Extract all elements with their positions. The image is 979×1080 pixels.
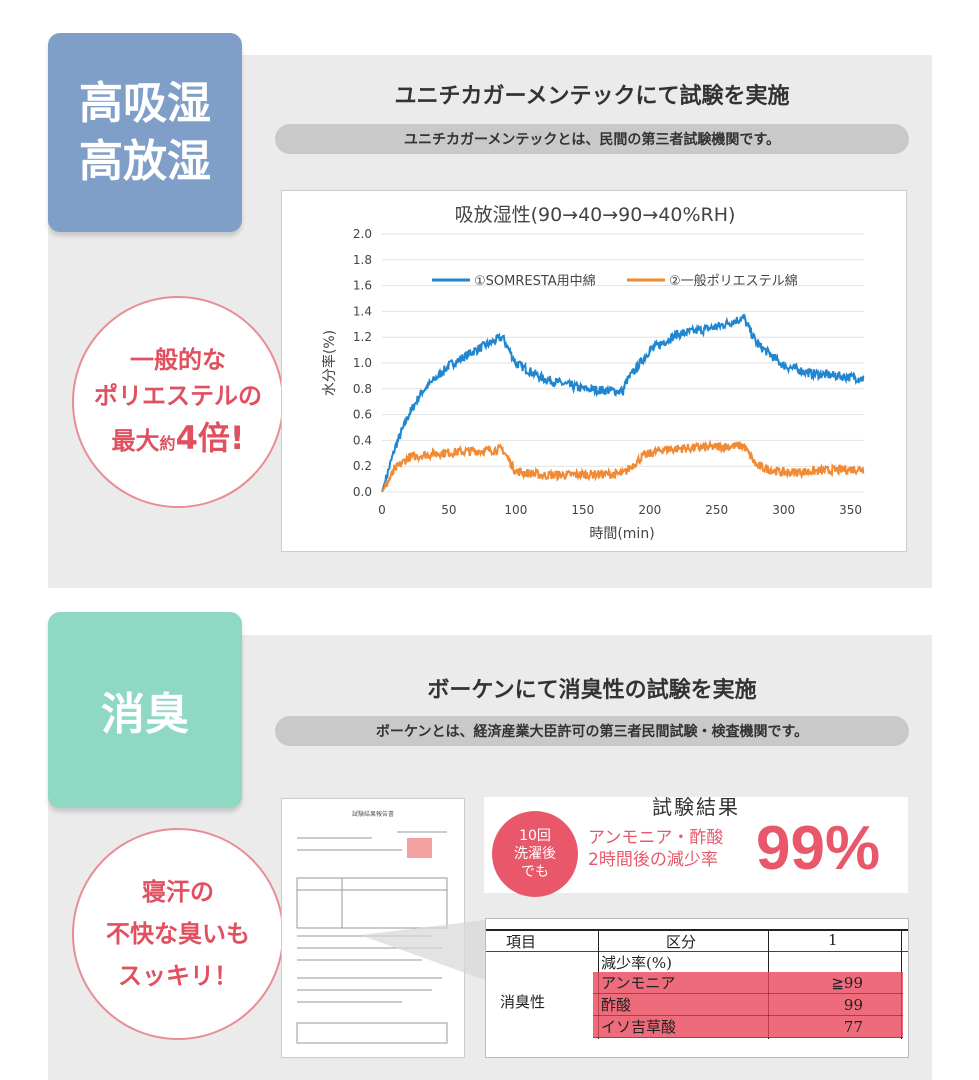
row-value: ≧99 <box>831 974 863 992</box>
section-subheading: ユニチカガーメンテックとは、民間の第三者試験機関です。 <box>275 124 909 154</box>
table-row: アンモニア ≧99 <box>593 972 903 994</box>
row-value: 77 <box>843 1018 863 1036</box>
zoom-connector <box>360 920 485 980</box>
y-tick-label: 1.0 <box>353 356 372 370</box>
x-tick-label: 300 <box>772 503 795 517</box>
doc-title: 試験結果報告書 <box>351 811 394 818</box>
callout-line: ポリエステルの <box>94 382 262 410</box>
y-tick-label: 1.4 <box>353 304 372 318</box>
after-washing-badge: 10回 洗濯後 でも <box>492 811 578 897</box>
y-tick-label: 2.0 <box>353 227 372 241</box>
test-results-box: 試験結果 10回 洗濯後 でも アンモニア・酢酸 2時間後の減少率 99% <box>484 795 908 897</box>
highlight <box>593 972 903 1038</box>
callout-line: 一般的な <box>130 346 226 374</box>
chart-title: 吸放湿性(90→40→90→40%RH) <box>455 204 736 226</box>
badge-line: 高吸湿 <box>79 78 211 130</box>
callout-line: 不快な臭いも <box>106 920 250 948</box>
x-tick-label: 350 <box>839 503 862 517</box>
x-axis-label: 時間(min) <box>589 526 654 542</box>
section-heading: ボーケンにて消臭性の試験を実施 <box>427 678 757 703</box>
callout-line: 寝汗の <box>142 878 214 906</box>
moisture-badge: 高吸湿 高放湿 <box>48 33 242 232</box>
row-label: 酢酸 <box>601 996 632 1014</box>
deodorant-badge: 消臭 <box>48 612 242 808</box>
x-tick-label: 200 <box>638 503 661 517</box>
y-tick-label: 0.6 <box>353 408 372 422</box>
x-tick-label: 150 <box>571 503 594 517</box>
y-tick-label: 1.6 <box>353 279 372 293</box>
subheader: 減少率(%) <box>601 954 672 972</box>
x-tick-label: 250 <box>705 503 728 517</box>
legend-label: ②一般ポリエステル綿 <box>669 273 798 289</box>
y-tick-label: 0.2 <box>353 459 372 473</box>
deodorant-callout: 寝汗の 不快な臭いも スッキリ！ <box>72 828 284 1040</box>
series-line-2 <box>381 439 865 493</box>
series-line-1 <box>381 313 865 493</box>
y-tick-label: 0.8 <box>353 382 372 396</box>
x-tick-label: 50 <box>441 503 456 517</box>
moisture-chart: 0.0 0.2 0.4 0.6 0.8 1.0 1.2 1.4 1.6 1.8 2.0 0 50 100 1… <box>281 190 907 552</box>
callout-line: 最大約4倍! <box>111 419 245 457</box>
col-header: 区分 <box>666 933 697 951</box>
table-row: イソ吉草酸 77 <box>593 1016 903 1038</box>
results-title: 試験結果 <box>652 795 740 819</box>
badge-line: 高放湿 <box>79 135 211 187</box>
row-group-label: 消臭性 <box>500 993 546 1011</box>
col-header: 項目 <box>506 933 537 951</box>
y-axis-label: 水分率(%) <box>321 330 338 396</box>
section-heading: ユニチカガーメンテックにて試験を実施 <box>394 84 790 109</box>
legend-label: ①SOMRESTA用中綿 <box>474 274 596 289</box>
col-header: 1 <box>828 931 838 949</box>
y-tick-label: 0.4 <box>353 433 372 447</box>
callout-line: スッキリ！ <box>118 962 238 990</box>
row-label: アンモニア <box>601 974 676 992</box>
row-value: 99 <box>843 996 863 1014</box>
section-subheading: ボーケンとは、経済産業大臣許可の第三者民間試験・検査機関です。 <box>275 716 909 746</box>
y-tick-label: 0.0 <box>353 485 372 499</box>
reduction-rate-value: 99% <box>756 814 881 883</box>
y-tick-label: 1.8 <box>353 253 372 267</box>
comparison-callout: 一般的な ポリエステルの 最大約4倍! <box>72 296 284 508</box>
chart-svg: 0.0 0.2 0.4 0.6 0.8 1.0 1.2 1.4 1.6 1.8 2.0 0 50 100 1… <box>321 204 865 542</box>
y-tick-label: 1.2 <box>353 330 372 344</box>
row-label: イソ吉草酸 <box>601 1018 677 1036</box>
result-description: アンモニア・酢酸 2時間後の減少率 <box>588 828 724 871</box>
results-table: 項目 区分 1 消臭性 減少率(%) アンモニア ≧99 酢酸 99 イソ吉草酸 77 <box>485 918 909 1058</box>
table-row: 酢酸 99 <box>593 994 903 1016</box>
x-tick-label: 100 <box>504 503 527 517</box>
x-tick-label: 0 <box>378 503 386 517</box>
